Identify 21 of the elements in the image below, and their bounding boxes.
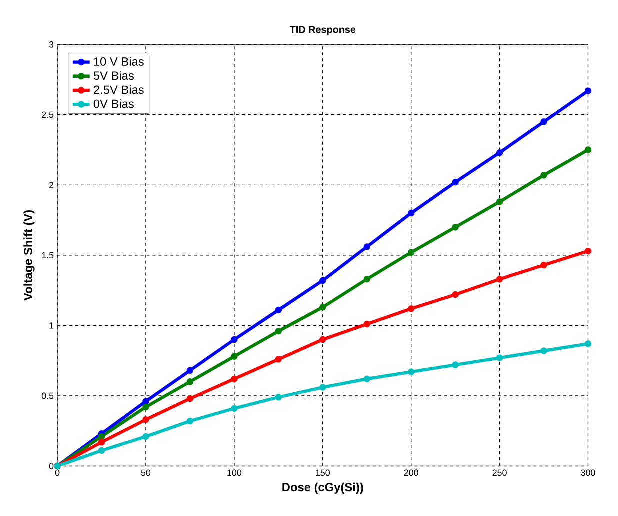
x-tick-label: 50 — [141, 470, 151, 476]
x-tick-label: 200 — [404, 470, 418, 476]
legend-label: 2.5V Bias — [94, 85, 144, 94]
y-axis-title: Voltage Shift (V) — [24, 210, 35, 301]
x-tick-label: 100 — [228, 470, 242, 476]
y-tick-label: 0.5 — [42, 392, 54, 400]
x-tick-label: 250 — [492, 470, 507, 476]
legend-label: 5V Bias — [94, 71, 134, 80]
y-tick-label: 3 — [49, 42, 54, 48]
x-tick-label: 150 — [316, 470, 330, 476]
chart-title: TID Response — [290, 26, 356, 36]
y-tick-label: 2.5 — [42, 112, 54, 118]
y-tick-label: 0 — [49, 463, 54, 470]
legend-label: 0V Bias — [94, 100, 134, 108]
x-axis-title: Dose (cGy(Si)) — [282, 482, 364, 494]
x-tick-label: 300 — [581, 470, 596, 476]
y-tick-label: 1.5 — [42, 252, 54, 259]
legend-label: 10 V Bias — [94, 57, 144, 66]
y-tick-label: 2 — [50, 182, 54, 188]
y-tick-label: 1 — [50, 322, 54, 329]
x-tick-label: 0 — [55, 470, 60, 476]
